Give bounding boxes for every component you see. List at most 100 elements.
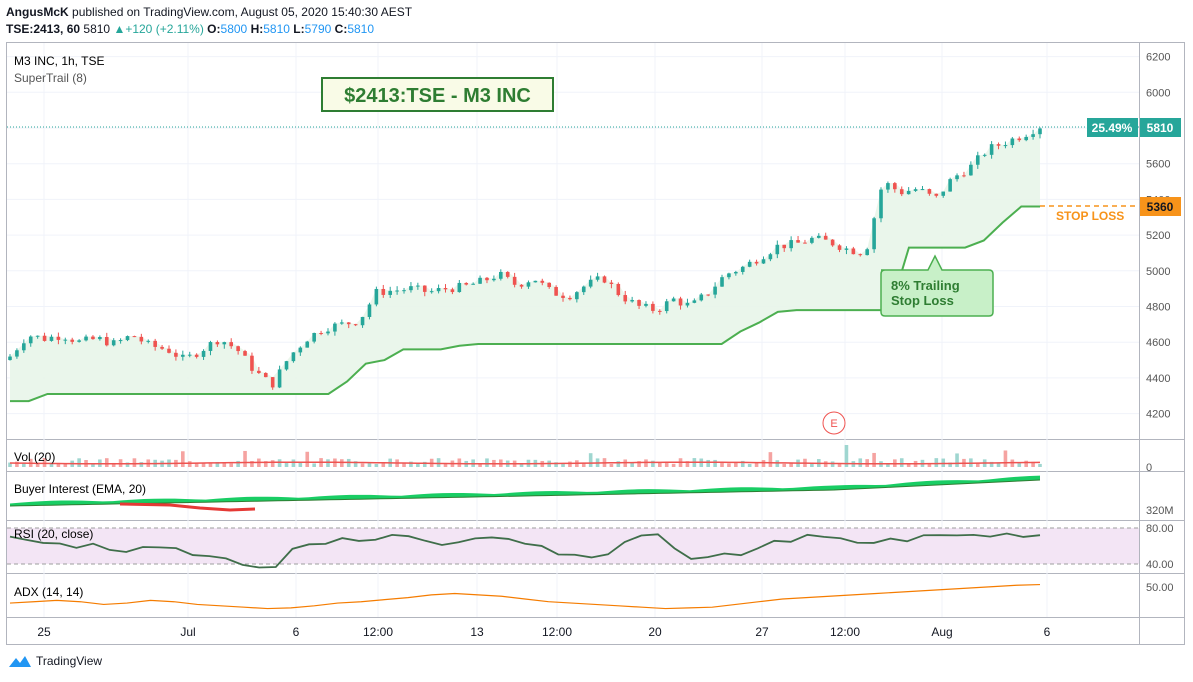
candle-body (664, 301, 669, 312)
candle-body (934, 193, 939, 196)
candle-body (920, 189, 925, 191)
candle-body (333, 323, 337, 332)
candle-body (181, 354, 185, 357)
rsi-band (7, 528, 1139, 564)
candle-body (547, 282, 551, 288)
candle-body (962, 175, 966, 177)
buyer-interest-neg (119, 502, 256, 512)
candle-body (270, 377, 275, 388)
candle-body (616, 283, 621, 296)
volume-bar (637, 461, 641, 467)
volume-bar (15, 461, 19, 467)
banner-text: $2413:TSE - M3 INC (344, 85, 531, 107)
candles (8, 127, 1042, 390)
candle-body (28, 336, 33, 344)
trail-fill (10, 128, 1040, 402)
volume-bar (270, 460, 275, 467)
candle-body (388, 290, 393, 295)
candle-body (1017, 138, 1022, 141)
volume-bar (989, 461, 994, 467)
grid (7, 43, 1139, 617)
last-price-badge-text: 5810 (1147, 121, 1174, 135)
adx-tick: 50.00 (1146, 582, 1174, 594)
candle-body (422, 285, 427, 292)
candle-body (464, 282, 469, 285)
time-tick-label: 25 (37, 625, 51, 639)
time-axis[interactable]: 25 Jul 6 12:00 13 12:00 20 27 12:00 Aug 6 (37, 625, 1050, 639)
candle-body (623, 295, 628, 302)
volume-bar (934, 458, 939, 467)
change-arrow-icon: ▲ (113, 22, 126, 36)
volume-bar (630, 462, 634, 467)
ohlc-line: TSE:2413, 60 5810 ▲+120 (+2.11%) O:5800 … (6, 22, 375, 36)
volume-bar (775, 460, 780, 467)
candle-body (969, 164, 973, 176)
candle-body (395, 290, 399, 292)
volume-bar (360, 463, 365, 467)
volume-bar (720, 461, 724, 467)
volume-bar (740, 460, 745, 467)
volume-bar (1017, 463, 1022, 467)
earnings-marker-icon[interactable] (822, 411, 846, 435)
rsi-line (9, 532, 1041, 569)
price-tick-label: 4400 (1146, 373, 1170, 385)
candle-body (734, 271, 738, 274)
candle-body (996, 144, 1001, 146)
chart-canvas[interactable]: M3 INC, 1h, TSE SuperTrail (8) $2413:TSE… (0, 0, 1193, 650)
price-tick-label: 5200 (1146, 230, 1170, 242)
stop-badge-text: 5360 (1147, 200, 1174, 214)
candle-body (505, 271, 510, 277)
high-value: 5810 (263, 22, 290, 36)
candle-body (989, 144, 994, 155)
candle-body (381, 288, 386, 295)
candle-body (526, 282, 531, 287)
adx-line (9, 583, 1041, 610)
candle-body (167, 348, 171, 353)
candle-body (291, 352, 296, 362)
volume-bar (478, 463, 482, 467)
price-scale[interactable]: 6200600058005600540052005000480046004400… (1146, 52, 1170, 421)
stop-badge (1140, 197, 1181, 216)
candle-body (360, 316, 365, 326)
time-tick-label: 13 (470, 625, 484, 639)
tradingview-logo-icon[interactable] (8, 654, 32, 668)
brand-text[interactable]: TradingView (36, 654, 103, 668)
volume-bar (340, 459, 344, 467)
volume-bar (996, 462, 1001, 467)
close-value: 5810 (347, 22, 375, 36)
candle-body (830, 239, 835, 246)
candle-body (443, 288, 448, 290)
candle-body (478, 277, 482, 284)
candle-body (671, 298, 676, 302)
candle-body (568, 297, 572, 300)
author-name[interactable]: AngusMcK (6, 5, 69, 19)
publish-line: AngusMcK published on TradingView.com, A… (6, 5, 412, 19)
candle-body (353, 324, 358, 326)
candle-body (374, 288, 379, 305)
volume-bar (872, 452, 876, 467)
candle-body (139, 336, 144, 342)
candle-body (692, 300, 697, 303)
volume-bar (187, 461, 192, 467)
candle-body (595, 276, 600, 280)
volume-bar (35, 463, 40, 467)
volume-bar (457, 458, 462, 467)
candle-body (657, 310, 662, 312)
candle-body (678, 298, 683, 306)
volume-bar (91, 463, 95, 467)
volume-bar (374, 463, 379, 467)
candle-body (581, 286, 586, 293)
candle-body (837, 245, 842, 250)
volume-bar (8, 462, 12, 467)
volume-bar (229, 463, 234, 467)
candle-body (588, 279, 593, 287)
candle-body (222, 342, 227, 345)
candle-body (982, 154, 987, 156)
volume-bar (671, 463, 676, 467)
price-tick-label: 6000 (1146, 87, 1170, 99)
candle-body (886, 183, 890, 190)
candle-body (436, 288, 441, 292)
time-tick-label: 12:00 (542, 625, 572, 639)
volume-bar (201, 462, 206, 467)
candle-body (540, 280, 545, 283)
